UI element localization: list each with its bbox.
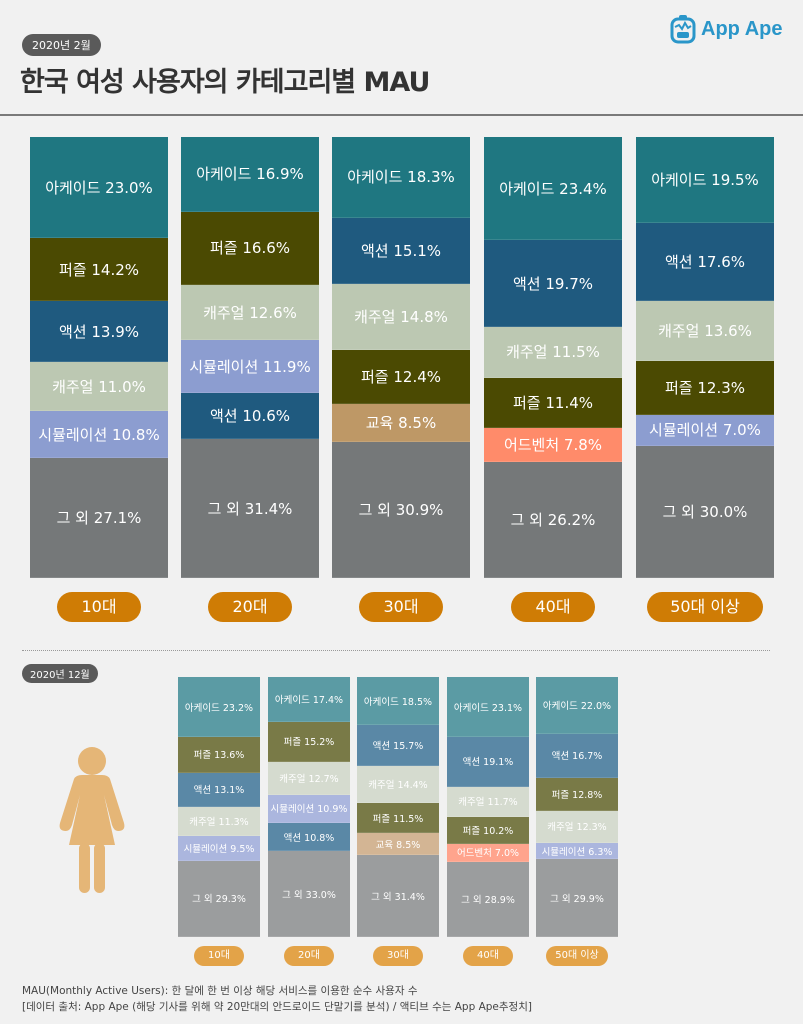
- date-badge-dec: 2020년 12월: [22, 664, 98, 683]
- bar-segment: 액션 15.7%: [357, 725, 439, 766]
- bar-segment: 캐주얼 14.4%: [357, 765, 439, 804]
- stacked-bar-4: 아케이드 23.1% 액션 19.1% 캐주얼 11.7% 퍼즐 10.2% 어드벤처 …: [447, 677, 529, 937]
- stacked-bar-3: 아케이드 18.3% 액션 15.1% 캐주얼 14.8% 퍼즐 12.4% 교육 8.…: [332, 137, 470, 578]
- app-ape-logo: App Ape: [670, 14, 782, 44]
- bar-segment: 퍼즐 12.4%: [332, 349, 470, 405]
- section-divider: [22, 650, 770, 651]
- stacked-bar-1: 아케이드 23.2% 퍼즐 13.6% 액션 13.1% 캐주얼 11.3% 시뮬레이션…: [178, 677, 260, 937]
- bar-segment: 액션 10.8%: [268, 823, 350, 852]
- bar-segment: 캐주얼 11.7%: [447, 786, 529, 818]
- bar-segment: 캐주얼 11.0%: [30, 362, 168, 411]
- bar-segment: 그 외 29.9%: [536, 859, 618, 937]
- bar-segment: 캐주얼 14.8%: [332, 284, 470, 350]
- bar-segment: 캐주얼 12.7%: [268, 761, 350, 795]
- bar-segment: 그 외 28.9%: [447, 861, 529, 937]
- bar-segment: 액션 17.6%: [636, 222, 774, 301]
- bar-segment: 퍼즐 12.8%: [536, 777, 618, 811]
- bar-segment: 아케이드 18.3%: [332, 137, 470, 218]
- bar-segment: 퍼즐 15.2%: [268, 722, 350, 762]
- bar-segment: 시뮬레이션 10.8%: [30, 410, 168, 459]
- age-label-1: 10대: [194, 946, 244, 966]
- age-label-4: 40대: [511, 592, 595, 622]
- bar-segment: 그 외 29.3%: [178, 860, 260, 937]
- bar-segment: 그 외 33.0%: [268, 851, 350, 937]
- age-label-1: 10대: [57, 592, 141, 622]
- bar-segment: 시뮬레이션 10.9%: [268, 794, 350, 824]
- stacked-bar-3: 아케이드 18.5% 액션 15.7% 캐주얼 14.4% 퍼즐 11.5% 교육 8.…: [357, 677, 439, 937]
- logo-text: App Ape: [701, 17, 783, 40]
- bar-segment: 캐주얼 12.3%: [536, 810, 618, 843]
- age-label-5: 50대 이상: [546, 946, 608, 966]
- stacked-bar-2: 아케이드 16.9% 퍼즐 16.6% 캐주얼 12.6% 시뮬레이션 11.9% 액션…: [181, 137, 319, 578]
- bar-segment: 교육 8.5%: [332, 404, 470, 442]
- bar-segment: 어드벤처 7.8%: [484, 428, 622, 463]
- bar-segment: 시뮬레이션 11.9%: [181, 340, 319, 393]
- age-label-5: 50대 이상: [647, 592, 763, 622]
- bar-segment: 어드벤처 7.0%: [447, 843, 529, 862]
- bar-segment: 그 외 31.4%: [357, 855, 439, 937]
- bar-segment: 퍼즐 11.4%: [484, 377, 622, 429]
- bar-segment: 퍼즐 13.6%: [178, 737, 260, 773]
- stacked-bar-1: 아케이드 23.0% 퍼즐 14.2% 액션 13.9% 캐주얼 11.0% 시뮬레이션…: [30, 137, 168, 578]
- bar-segment: 아케이드 23.1%: [447, 677, 529, 738]
- bar-segment: 캐주얼 13.6%: [636, 300, 774, 361]
- page-title: 한국 여성 사용자의 카테고리별 MAU: [20, 67, 430, 98]
- footnote-mau-definition: MAU(Monthly Active Users): 한 달에 한 번 이상 해…: [22, 985, 418, 997]
- bar-segment: 캐주얼 12.6%: [181, 284, 319, 341]
- bar-segment: 액션 15.1%: [332, 217, 470, 285]
- bar-segment: 아케이드 23.2%: [178, 677, 260, 738]
- age-label-3: 30대: [373, 946, 423, 966]
- bar-segment: 캐주얼 11.3%: [178, 806, 260, 837]
- title-divider: [0, 114, 803, 116]
- bar-segment: 시뮬레이션 7.0%: [636, 414, 774, 446]
- stacked-bar-5: 아케이드 19.5% 액션 17.6% 캐주얼 13.6% 퍼즐 12.3% 시뮬레이션…: [636, 137, 774, 578]
- bar-segment: 액션 10.6%: [181, 392, 319, 440]
- bar-segment: 캐주얼 11.5%: [484, 327, 622, 378]
- bar-segment: 시뮬레이션 6.3%: [536, 842, 618, 860]
- bar-segment: 아케이드 19.5%: [636, 137, 774, 223]
- bar-segment: 그 외 27.1%: [30, 458, 168, 578]
- bar-segment: 퍼즐 14.2%: [30, 238, 168, 302]
- footnote-data-source: [데이터 출처: App Ape (해당 기사를 위해 약 20만대의 안드로이…: [22, 1001, 532, 1013]
- stacked-bar-2: 아케이드 17.4% 퍼즐 15.2% 캐주얼 12.7% 시뮬레이션 10.9% 액션…: [268, 677, 350, 937]
- bar-segment: 퍼즐 11.5%: [357, 803, 439, 834]
- bar-segment: 아케이드 23.4%: [484, 137, 622, 241]
- age-label-2: 20대: [208, 592, 292, 622]
- bar-segment: 아케이드 17.4%: [268, 677, 350, 723]
- bar-segment: 그 외 30.0%: [636, 445, 774, 578]
- stacked-bar-4: 아케이드 23.4% 액션 19.7% 캐주얼 11.5% 퍼즐 11.4% 어드벤처 …: [484, 137, 622, 578]
- age-label-2: 20대: [284, 946, 334, 966]
- bar-segment: 아케이드 23.0%: [30, 137, 168, 239]
- bar-segment: 퍼즐 12.3%: [636, 360, 774, 415]
- date-badge-feb: 2020년 2월: [22, 34, 101, 56]
- age-label-3: 30대: [359, 592, 443, 622]
- age-label-4: 40대: [463, 946, 513, 966]
- bar-segment: 액션 19.1%: [447, 737, 529, 787]
- bar-segment: 그 외 31.4%: [181, 439, 319, 578]
- bar-segment: 퍼즐 16.6%: [181, 211, 319, 285]
- bar-segment: 액션 13.9%: [30, 301, 168, 363]
- bar-segment: 아케이드 18.5%: [357, 677, 439, 726]
- bar-segment: 아케이드 22.0%: [536, 677, 618, 735]
- woman-icon: [59, 747, 125, 893]
- bar-segment: 그 외 26.2%: [484, 462, 622, 578]
- bar-segment: 액션 19.7%: [484, 240, 622, 328]
- bar-segment: 퍼즐 10.2%: [447, 817, 529, 844]
- bar-segment: 아케이드 16.9%: [181, 137, 319, 212]
- app-ape-monkey-icon: [670, 15, 696, 44]
- bar-segment: 그 외 30.9%: [332, 441, 470, 578]
- bar-segment: 시뮬레이션 9.5%: [178, 836, 260, 861]
- bar-segment: 교육 8.5%: [357, 833, 439, 856]
- bar-segment: 액션 16.7%: [536, 734, 618, 778]
- bar-segment: 액션 13.1%: [178, 772, 260, 807]
- stacked-bar-5: 아케이드 22.0% 액션 16.7% 퍼즐 12.8% 캐주얼 12.3% 시뮬레이션…: [536, 677, 618, 937]
